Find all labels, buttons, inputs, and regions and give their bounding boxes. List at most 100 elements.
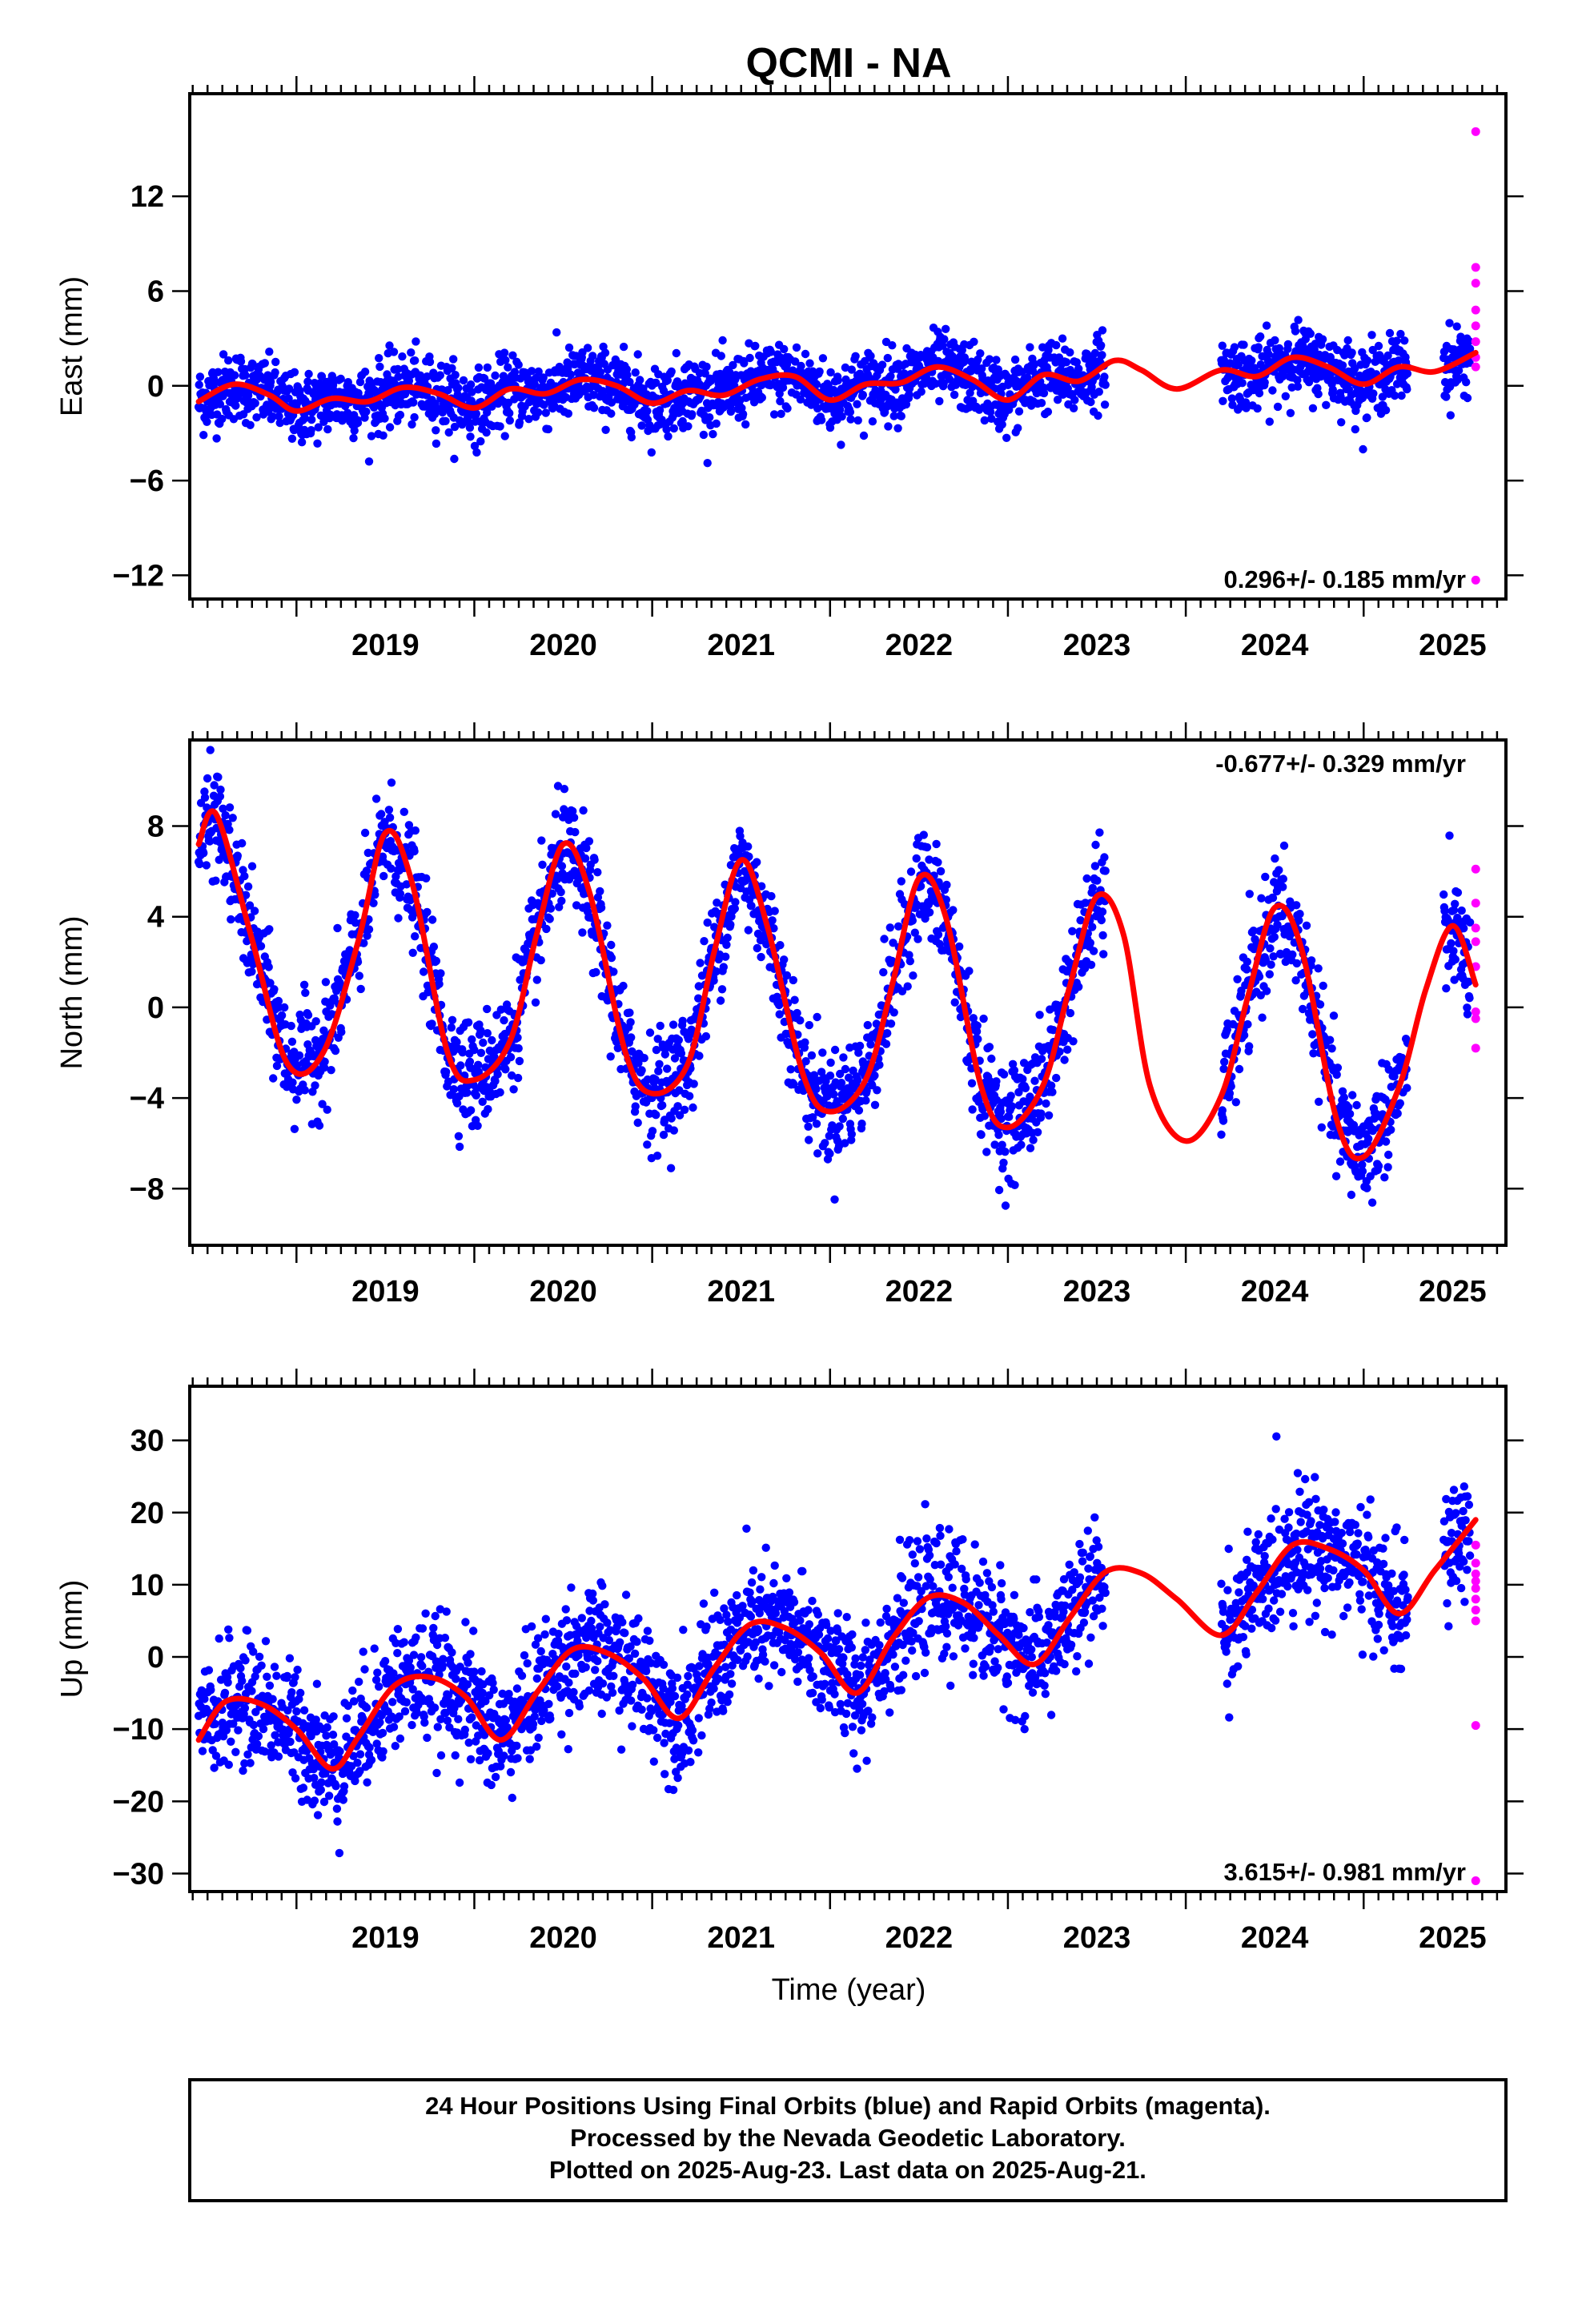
final-orbit-point	[987, 414, 996, 423]
final-orbit-point	[833, 376, 842, 385]
final-orbit-point	[419, 967, 428, 976]
final-orbit-point	[908, 916, 917, 925]
final-orbit-point	[883, 1029, 892, 1038]
final-orbit-point	[990, 1140, 999, 1149]
final-orbit-point	[1070, 396, 1079, 404]
panel-frame	[188, 92, 1508, 601]
final-orbit-point	[371, 794, 381, 803]
final-orbit-point	[805, 1020, 813, 1030]
final-orbit-point	[1381, 406, 1391, 415]
final-orbit-point	[238, 838, 247, 848]
final-orbit-point	[564, 343, 574, 352]
final-orbit-point	[729, 360, 737, 370]
final-orbit-point	[409, 398, 418, 407]
final-orbit-point	[1440, 907, 1449, 915]
final-orbit-point	[1454, 366, 1464, 375]
final-orbit-point	[396, 410, 405, 420]
final-orbit-point	[703, 918, 712, 927]
final-orbit-point	[906, 867, 916, 876]
final-orbit-point	[1369, 1125, 1378, 1134]
final-orbit-point	[684, 422, 693, 431]
final-orbit-point	[973, 1021, 982, 1031]
final-orbit-point	[1378, 392, 1387, 401]
final-orbit-point	[568, 806, 577, 816]
final-orbit-point	[1255, 972, 1264, 981]
final-orbit-point	[307, 426, 315, 435]
final-orbit-point	[854, 1106, 864, 1115]
final-orbit-point	[1387, 1125, 1395, 1135]
final-orbit-point	[675, 1111, 685, 1120]
final-orbit-point	[974, 355, 982, 364]
final-orbit-point	[542, 924, 551, 934]
final-orbit-point	[596, 368, 605, 376]
final-orbit-point	[684, 1035, 693, 1043]
final-orbit-point	[637, 421, 646, 430]
final-orbit-point	[1298, 1004, 1307, 1014]
rapid-orbit-point	[1471, 362, 1480, 372]
final-orbit-point	[1442, 984, 1451, 993]
final-orbit-point	[351, 911, 359, 920]
final-orbit-point	[362, 407, 371, 416]
final-orbit-point	[738, 409, 748, 419]
final-orbit-point	[1314, 389, 1323, 399]
final-orbit-point	[212, 434, 221, 443]
final-orbit-point	[1044, 1111, 1054, 1120]
final-orbit-point	[590, 855, 599, 864]
final-orbit-point	[1042, 1099, 1050, 1108]
final-orbit-point	[974, 1035, 982, 1043]
final-orbit-point	[1279, 875, 1288, 883]
final-orbit-point	[703, 459, 712, 468]
final-orbit-point	[313, 439, 322, 448]
final-orbit-point	[853, 1076, 862, 1084]
final-orbit-point	[1322, 400, 1331, 409]
final-orbit-point	[996, 1108, 1006, 1116]
final-orbit-point	[945, 375, 954, 384]
final-orbit-point	[472, 409, 480, 418]
final-orbit-point	[1344, 1103, 1353, 1112]
final-orbit-point	[466, 380, 476, 389]
final-orbit-point	[1010, 1066, 1019, 1075]
final-orbit-point	[670, 1054, 680, 1063]
final-orbit-point	[1243, 1019, 1252, 1029]
final-orbit-point	[1098, 907, 1107, 916]
final-orbit-point	[917, 387, 926, 396]
y-tick-label: −12	[113, 559, 164, 593]
final-orbit-point	[934, 858, 942, 867]
final-orbit-point	[1227, 1082, 1235, 1091]
final-orbit-point	[479, 1038, 488, 1047]
final-orbit-point	[717, 352, 725, 360]
final-orbit-point	[531, 998, 540, 1007]
y-axis-label: East (mm)	[55, 276, 89, 416]
final-orbit-point	[1359, 444, 1367, 454]
final-orbit-point	[247, 862, 257, 870]
final-orbit-point	[1348, 1091, 1357, 1100]
final-orbit-point	[1080, 963, 1090, 973]
final-orbit-point	[1335, 1157, 1345, 1166]
final-orbit-point	[300, 414, 309, 423]
final-orbit-point	[1309, 1049, 1318, 1058]
final-orbit-point	[1291, 327, 1300, 336]
final-orbit-point	[1338, 361, 1347, 370]
final-orbit-point	[873, 1086, 881, 1095]
final-orbit-point	[1101, 380, 1110, 389]
final-orbit-point	[778, 383, 788, 392]
plot-area	[194, 746, 1480, 1210]
final-orbit-point	[607, 953, 616, 963]
final-orbit-point	[513, 1033, 522, 1043]
final-orbit-point	[1268, 386, 1277, 395]
final-orbit-point	[719, 963, 728, 971]
final-orbit-point	[688, 410, 697, 419]
final-orbit-point	[1052, 340, 1061, 350]
final-orbit-point	[1327, 1044, 1336, 1053]
final-orbit-point	[753, 858, 761, 866]
final-orbit-point	[786, 1065, 795, 1074]
final-orbit-point	[1262, 987, 1271, 995]
final-orbit-point	[488, 1035, 496, 1045]
final-orbit-point	[323, 424, 332, 434]
final-orbit-point	[782, 971, 792, 980]
final-orbit-point	[789, 975, 797, 985]
final-orbit-point	[588, 352, 597, 360]
final-orbit-point	[271, 368, 279, 377]
final-orbit-point	[225, 826, 234, 834]
final-orbit-point	[1069, 404, 1078, 412]
